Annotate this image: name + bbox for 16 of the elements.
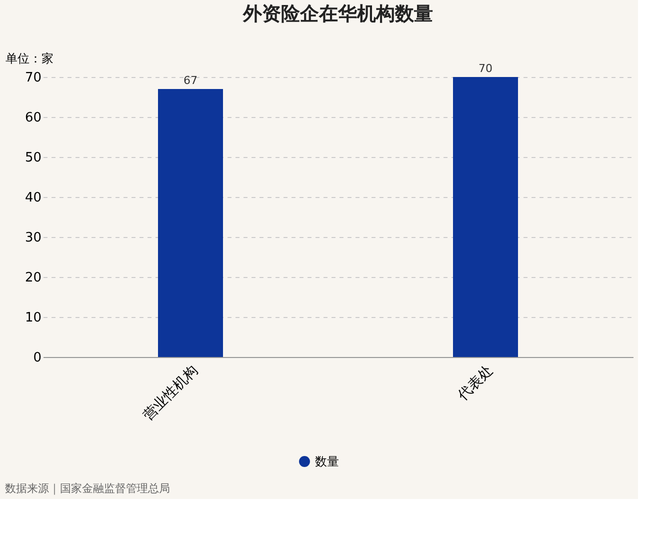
chart-title: 外资险企在华机构数量 bbox=[242, 3, 433, 25]
y-tick-label: 60 bbox=[24, 110, 42, 126]
y-tick-label: 70 bbox=[24, 70, 42, 86]
y-tick-label: 30 bbox=[24, 230, 42, 246]
data-label: 70 bbox=[478, 62, 492, 75]
x-tick-label: 代表处 bbox=[454, 362, 496, 405]
y-tick-label: 0 bbox=[33, 350, 42, 366]
y-tick-label: 40 bbox=[24, 190, 42, 206]
source-note: 数据来源｜国家金融监督管理总局 bbox=[5, 482, 170, 495]
y-tick-label: 10 bbox=[24, 310, 42, 326]
x-tick-label: 营业性机构 bbox=[140, 362, 202, 424]
y-tick-label: 20 bbox=[24, 270, 42, 286]
y-axis-title: 单位：家 bbox=[6, 52, 54, 66]
y-tick-label: 50 bbox=[24, 150, 42, 166]
data-label: 67 bbox=[184, 74, 198, 87]
legend-label: 数量 bbox=[315, 454, 339, 468]
